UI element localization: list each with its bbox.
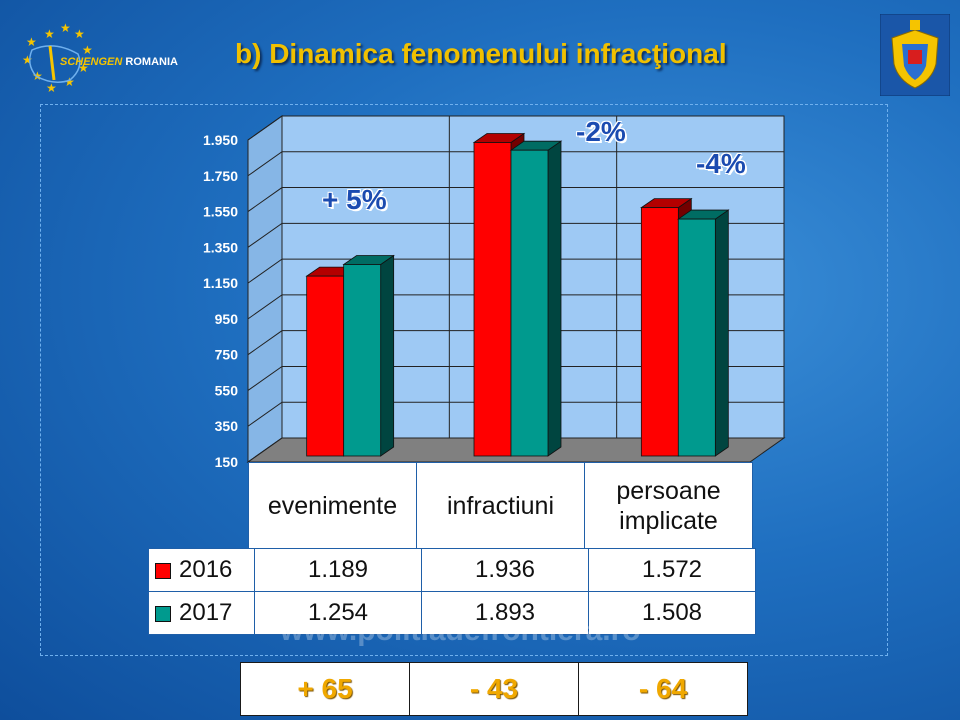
annotation-infractiuni: -2% [576, 116, 626, 147]
bar-side [714, 209, 729, 457]
legend-2017: 2017 [148, 591, 255, 635]
table-row: + 65 - 43 - 64 [240, 662, 748, 716]
data-table: 2016 1.189 1.936 1.572 2017 1.254 1.893 … [148, 548, 756, 635]
category-label-line-2: implicate [619, 507, 718, 535]
svg-text:★: ★ [78, 61, 89, 75]
chart-side-wall [247, 115, 283, 463]
legend-swatch-2016 [155, 562, 171, 579]
annotation-persoane: -4% [696, 148, 746, 179]
category-label-persoane-implicate: persoane implicate [584, 462, 753, 550]
value-2016-infractiuni: 1.936 [421, 548, 589, 592]
category-table: evenimente infractiuni persoane implicat… [248, 462, 753, 550]
svg-text:★: ★ [44, 27, 55, 41]
svg-text:★: ★ [22, 53, 33, 67]
legend-label-2016: 2016 [179, 556, 233, 583]
bar-side [380, 254, 395, 457]
legend-2016: 2016 [148, 548, 255, 592]
differences-table: + 65 - 43 - 64 [240, 662, 748, 716]
value-2017-persoane: 1.508 [588, 591, 756, 635]
table-row: 2017 1.254 1.893 1.508 [148, 591, 756, 635]
category-label-line-1: persoane [616, 477, 721, 505]
value-2017-infractiuni: 1.893 [421, 591, 589, 635]
y-tick-label: 150 [215, 454, 239, 470]
y-tick-label: 750 [215, 347, 239, 363]
bar-2017-0 [343, 264, 382, 457]
y-tick-label: 1.750 [203, 168, 238, 184]
eu-stars-icon: ★ ★ ★ ★ ★ ★ ★ ★ ★ ★ [22, 21, 93, 95]
y-tick-label: 950 [215, 311, 239, 327]
svg-text:★: ★ [60, 21, 71, 35]
bar-side [547, 140, 562, 457]
difference-persoane: - 64 [578, 662, 748, 716]
y-tick-label: 350 [215, 418, 239, 434]
bar-2017-2 [677, 218, 716, 457]
page-title: b) Dinamica fenomenului infracţional [235, 38, 727, 69]
y-tick-label: 550 [215, 382, 239, 398]
value-2016-evenimente: 1.189 [254, 548, 422, 592]
svg-text:★: ★ [26, 35, 37, 49]
chart-frame [40, 104, 888, 656]
y-tick-label: 1.550 [203, 204, 238, 220]
y-tick-label: 1.150 [203, 275, 238, 291]
y-tick-label: 1.350 [203, 239, 238, 255]
bar-2016-2 [640, 207, 679, 457]
value-2017-evenimente: 1.254 [254, 591, 422, 635]
logo-romania-text: ROMANIA [125, 56, 178, 68]
table-row: 2016 1.189 1.936 1.572 [148, 548, 756, 592]
annotation-evenimente: + 5% [322, 184, 387, 215]
logo-text: SCHENGEN ROMANIA [60, 56, 178, 68]
category-label-infractiuni: infractiuni [416, 462, 585, 550]
bar-2016-0 [306, 275, 345, 457]
svg-text:★: ★ [64, 75, 75, 89]
category-label-evenimente: evenimente [248, 462, 417, 550]
svg-text:★: ★ [46, 81, 57, 95]
y-tick-label: 1.950 [203, 132, 238, 148]
legend-label-2017: 2017 [179, 599, 233, 626]
value-2016-persoane: 1.572 [588, 548, 756, 592]
difference-evenimente: + 65 [240, 662, 410, 716]
difference-infractiuni: - 43 [409, 662, 579, 716]
legend-swatch-2017 [155, 605, 171, 622]
watermark: www.politiadefrontiera.ro [280, 614, 641, 647]
bar-2017-1 [510, 149, 549, 457]
coat-of-arms-icon [879, 13, 951, 97]
svg-text:★: ★ [82, 43, 93, 57]
logo-schengen-text: SCHENGEN [60, 56, 123, 68]
bar-2016-1 [473, 142, 512, 457]
schengen-romania-logo: ★ ★ ★ ★ ★ ★ ★ ★ ★ ★ [14, 20, 214, 100]
svg-text:★: ★ [74, 27, 85, 41]
